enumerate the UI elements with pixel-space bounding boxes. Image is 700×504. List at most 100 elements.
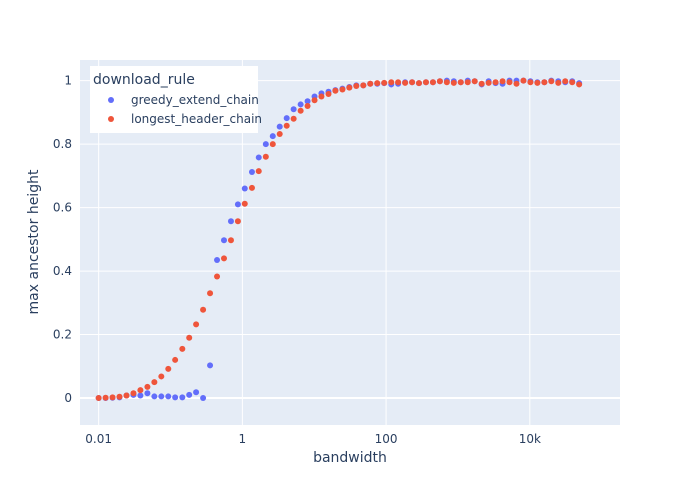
data-point — [248, 184, 255, 191]
data-point — [304, 98, 311, 105]
data-point — [123, 392, 130, 399]
data-point — [548, 78, 555, 85]
data-point — [214, 256, 221, 263]
data-point — [179, 345, 186, 352]
data-point — [409, 79, 416, 86]
data-point — [290, 115, 297, 122]
data-point — [241, 185, 248, 192]
data-point — [471, 78, 478, 85]
data-point — [527, 79, 534, 86]
data-point — [102, 394, 109, 401]
data-point — [346, 84, 353, 91]
data-point — [186, 334, 193, 341]
data-point — [290, 106, 297, 113]
data-point — [227, 237, 234, 244]
data-point — [304, 103, 311, 110]
data-point — [179, 394, 186, 401]
data-point — [172, 356, 179, 363]
data-point — [95, 395, 102, 402]
data-point — [172, 394, 179, 401]
data-point — [436, 78, 443, 85]
data-point — [234, 201, 241, 208]
data-point — [457, 79, 464, 86]
data-point — [492, 79, 499, 86]
data-point — [325, 90, 332, 97]
legend[interactable]: download_rule greedy_extend_chainlongest… — [90, 66, 262, 133]
data-point — [186, 391, 193, 398]
x-tick-label: 1 — [239, 432, 247, 446]
data-point — [234, 218, 241, 225]
data-point — [297, 101, 304, 108]
y-tick-label: 0.8 — [53, 137, 72, 151]
data-point — [144, 390, 151, 397]
data-point — [374, 80, 381, 87]
data-point — [576, 81, 583, 88]
data-point — [513, 80, 520, 87]
series-longest_header_chain — [95, 77, 583, 402]
data-point — [339, 86, 346, 93]
data-point — [276, 123, 283, 130]
data-point — [499, 78, 506, 85]
legend-marker — [108, 97, 114, 103]
data-point — [450, 79, 457, 86]
data-point — [137, 392, 144, 399]
data-point — [367, 80, 374, 87]
data-point — [520, 77, 527, 84]
data-point — [534, 79, 541, 86]
data-point — [381, 79, 388, 86]
data-point — [506, 79, 513, 86]
data-point — [485, 79, 492, 86]
data-point — [158, 393, 165, 400]
data-point — [297, 107, 304, 114]
data-point — [220, 237, 227, 244]
data-point — [360, 82, 367, 89]
legend-title: download_rule — [93, 72, 195, 88]
data-point — [214, 273, 221, 280]
data-point — [388, 79, 395, 86]
data-point — [255, 154, 262, 161]
data-point — [165, 365, 172, 372]
data-points — [95, 77, 583, 402]
data-point — [276, 130, 283, 137]
data-point — [422, 79, 429, 86]
y-tick-label: 1 — [64, 74, 72, 88]
data-point — [478, 80, 485, 87]
data-point — [443, 79, 450, 86]
axes: 0 0.2 0.4 0.6 0.8 1 0.01 1 100 10k — [53, 74, 541, 446]
data-point — [130, 390, 137, 397]
data-point — [569, 79, 576, 86]
data-point — [248, 169, 255, 176]
legend-item-longest_header_chain[interactable]: longest_header_chain — [108, 112, 262, 126]
data-point — [207, 290, 214, 297]
data-point — [255, 168, 262, 175]
data-point — [262, 141, 269, 148]
data-point — [318, 93, 325, 100]
data-point — [262, 153, 269, 160]
data-point — [144, 383, 151, 390]
data-point — [193, 321, 200, 328]
data-point — [353, 83, 360, 90]
data-point — [151, 379, 158, 386]
x-axis-label: bandwidth — [313, 450, 387, 466]
y-tick-label: 0.4 — [53, 264, 72, 278]
data-point — [165, 393, 172, 400]
data-point — [283, 122, 290, 129]
data-point — [269, 141, 276, 148]
data-point — [227, 218, 234, 225]
data-point — [193, 389, 200, 396]
data-point — [241, 200, 248, 207]
legend-label: longest_header_chain — [131, 112, 262, 126]
data-point — [332, 87, 339, 94]
y-axis-label: max ancestor height — [26, 169, 42, 314]
data-point — [429, 79, 436, 86]
legend-marker — [108, 116, 114, 122]
y-tick-label: 0 — [64, 391, 72, 405]
data-point — [555, 79, 562, 86]
legend-item-greedy_extend_chain[interactable]: greedy_extend_chain — [108, 93, 259, 107]
data-point — [200, 395, 207, 402]
y-tick-label: 0.2 — [53, 328, 72, 342]
data-point — [395, 79, 402, 86]
data-point — [116, 393, 123, 400]
data-point — [464, 79, 471, 86]
